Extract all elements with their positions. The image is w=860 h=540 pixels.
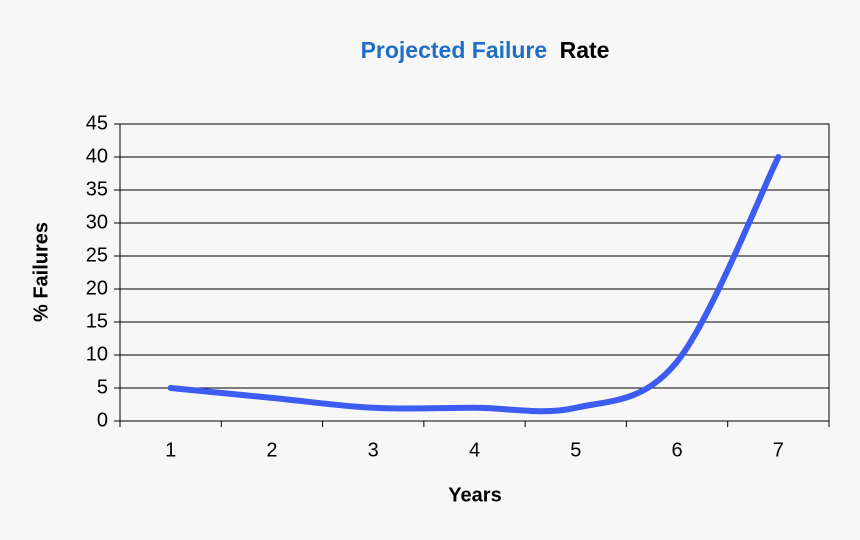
x-tick-label: 3 bbox=[368, 439, 379, 461]
x-axis-label: Years bbox=[448, 484, 501, 506]
x-tick-label: 1 bbox=[165, 439, 176, 461]
y-tick-label: 35 bbox=[86, 178, 108, 200]
y-tick-label: 10 bbox=[86, 343, 108, 365]
data-line bbox=[167, 154, 782, 415]
y-tick-label: 30 bbox=[86, 211, 108, 233]
title-part: Rate bbox=[560, 37, 610, 63]
y-tick-label: 40 bbox=[86, 145, 108, 167]
x-tick-label: 5 bbox=[570, 439, 581, 461]
y-tick-label: 5 bbox=[97, 376, 108, 398]
y-tick-label: 45 bbox=[86, 112, 108, 134]
x-tick-label: 4 bbox=[469, 439, 480, 461]
chart-title: Projected Failure Rate bbox=[361, 37, 610, 63]
title-part: Projected Failure bbox=[361, 37, 548, 63]
x-tick-label: 7 bbox=[773, 439, 784, 461]
y-axis-label: % Failures bbox=[30, 222, 52, 322]
y-tick-label: 15 bbox=[86, 310, 108, 332]
x-tick-label: 2 bbox=[266, 439, 277, 461]
y-tick-label: 0 bbox=[97, 409, 108, 431]
x-tick-label: 6 bbox=[672, 439, 683, 461]
y-tick-label: 25 bbox=[86, 244, 108, 266]
y-tick-label: 20 bbox=[86, 277, 108, 299]
